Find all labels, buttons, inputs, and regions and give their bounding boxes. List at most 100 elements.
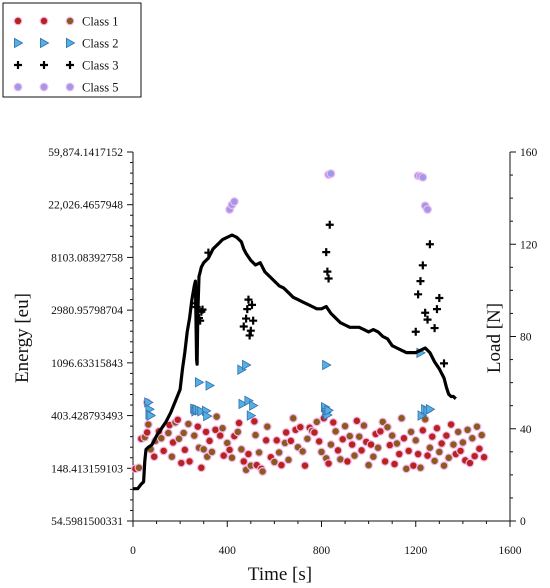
class-1-point: [298, 447, 308, 456]
class-1-point: [441, 431, 451, 441]
class-1-point: [387, 431, 397, 441]
class-3-point: [247, 300, 256, 309]
x-axis: 0 400 800 1200 1600: [130, 521, 522, 557]
class-1-point: [174, 434, 184, 444]
class-1-point: [359, 421, 369, 430]
class-1-point: [215, 431, 225, 441]
class-1-point: [251, 430, 260, 440]
class-3-point: [198, 305, 207, 314]
class-2-point: [197, 406, 207, 417]
y-left-tick-label: 1096.63315843: [51, 358, 123, 370]
class-1-point: [394, 449, 404, 459]
class-3-point: [245, 331, 254, 340]
class-1-point: [142, 428, 152, 437]
class-1-point: [427, 432, 437, 442]
x-tick-label: 1200: [404, 545, 427, 557]
x-tick-label: 1600: [499, 545, 522, 557]
class-2-point: [203, 410, 213, 422]
class-1-point: [423, 451, 432, 461]
class-1-point: [286, 436, 296, 446]
class-3-point: [243, 305, 252, 314]
legend-marker: [39, 16, 49, 26]
class-3-point: [411, 327, 420, 336]
class-1-point: [163, 428, 173, 438]
class-1-point: [458, 438, 468, 447]
load-line: [133, 233, 457, 491]
class-1-point: [261, 435, 271, 445]
class-1-point: [467, 433, 477, 443]
class-1-point: [295, 422, 305, 432]
class-1-point: [434, 447, 444, 457]
class-1-point: [288, 413, 298, 423]
class-1-point: [392, 439, 402, 448]
class-1-point: [416, 463, 425, 473]
y-right-tick-label: 40: [520, 424, 532, 436]
class-5-point: [423, 205, 432, 214]
class-3-point: [322, 248, 331, 257]
class-1-point: [149, 452, 159, 462]
class-1-point: [446, 420, 456, 429]
class-1-point: [262, 422, 272, 432]
class-1-point: [179, 428, 189, 438]
class-1-point: [196, 463, 206, 473]
data-marks: [130, 169, 489, 491]
class-1-point: [258, 467, 267, 476]
class-3-point: [421, 308, 430, 317]
class-1-point: [277, 460, 286, 470]
class-1-point: [269, 457, 279, 467]
class-1-point: [225, 445, 235, 455]
class-1-point: [328, 418, 338, 427]
class-3-point: [323, 267, 332, 276]
y-right-tick-label: 160: [520, 147, 538, 159]
class-1-point: [350, 451, 359, 461]
class-1-point: [366, 440, 376, 449]
class-1-point: [439, 461, 449, 471]
class-1-point: [343, 457, 352, 466]
class-3-point: [432, 305, 441, 314]
class-1-point: [406, 427, 416, 437]
class-1-point: [201, 427, 211, 437]
class-1-point: [408, 461, 418, 471]
class-1-point: [397, 413, 407, 423]
class-1-point: [399, 433, 409, 443]
class-1-point: [167, 452, 177, 462]
class-3-point: [416, 277, 425, 286]
class-1-point: [302, 434, 312, 444]
class-1-point: [385, 440, 395, 450]
class-3-point: [435, 294, 444, 303]
class-5-point: [229, 197, 239, 206]
legend: Class 1 Class 2 Class 3 Class 5: [2, 2, 142, 98]
class-1-point: [354, 432, 364, 442]
class-1-point: [376, 426, 385, 436]
class-1-point: [413, 449, 423, 459]
y-right-axis-title: Load [N]: [484, 303, 505, 373]
class-1-point: [449, 440, 458, 449]
class-1-point: [134, 463, 144, 473]
x-tick-label: 400: [219, 545, 237, 557]
class-1-point: [207, 447, 217, 457]
class-1-point: [373, 443, 383, 453]
class-1-point: [340, 421, 350, 431]
class-3-point: [324, 274, 333, 283]
class-1-point: [199, 444, 209, 454]
class-1-point: [347, 440, 357, 449]
y-left-axis: 54.5981500331 148.413159103 403.428793493 1…: [48, 147, 133, 528]
class-1-point: [345, 431, 355, 441]
class-1-point: [300, 461, 310, 471]
class-1-point: [193, 422, 203, 432]
class-1-point: [312, 417, 322, 427]
class-1-point: [432, 423, 442, 433]
class-3-point: [418, 261, 427, 270]
y-right-axis: 0 40 80 120 160: [510, 147, 538, 528]
class-1-point: [189, 431, 199, 441]
class-1-point: [159, 446, 169, 456]
class-1-point: [411, 435, 421, 445]
class-1-point: [227, 453, 237, 463]
class-1-point: [185, 457, 194, 466]
class-1-point: [219, 451, 229, 461]
legend-marker: [40, 61, 48, 69]
class-2-point: [249, 400, 259, 411]
class-1-point: [430, 456, 440, 466]
class-1-point: [456, 446, 465, 456]
